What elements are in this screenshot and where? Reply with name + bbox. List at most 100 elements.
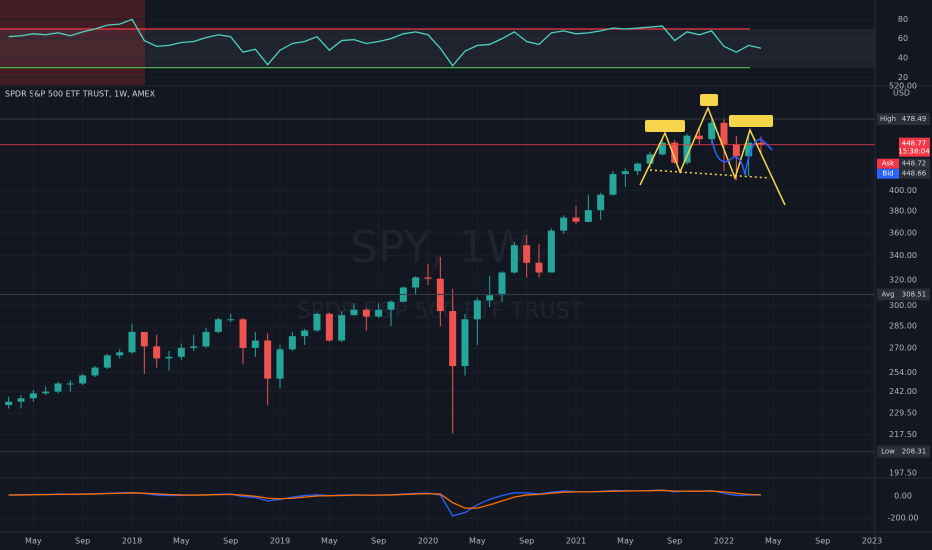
level-value: 478.49 <box>902 115 927 123</box>
candle-body <box>387 301 395 310</box>
candle-body <box>671 142 679 163</box>
candle-body <box>732 144 740 157</box>
quote-name: Ask <box>882 160 895 168</box>
quote-name: Bid <box>882 170 893 178</box>
projection-curve <box>711 138 773 176</box>
indicator-line <box>8 489 762 509</box>
candle-body <box>510 245 518 273</box>
level-badge <box>899 445 930 458</box>
quote-badge <box>877 168 899 179</box>
candle-body <box>264 340 272 379</box>
quote-badge <box>899 168 930 179</box>
candle-body <box>91 367 99 376</box>
x-tick-label: 2018 <box>122 537 142 546</box>
candle-body <box>597 194 605 211</box>
candle-body <box>177 347 185 357</box>
candle-body <box>42 391 50 394</box>
quote-badge <box>899 158 930 169</box>
y-tick-label: 270.00 <box>889 343 917 352</box>
candle-body <box>449 311 457 367</box>
x-tick-label: 2022 <box>714 537 734 546</box>
shoulder-box <box>729 115 773 127</box>
y-tick-label: -200.00 <box>888 514 919 523</box>
candle-body <box>17 398 25 402</box>
candle-body <box>5 401 13 406</box>
pattern-drawing <box>639 94 786 206</box>
indicator-line <box>8 18 762 67</box>
candle-body <box>584 210 592 222</box>
quote-value: 448.66 <box>902 170 927 178</box>
candle-body <box>325 313 333 341</box>
quote-badge <box>877 158 899 169</box>
y-tick-label: 80 <box>898 15 908 24</box>
quote-value: 448.72 <box>902 160 927 168</box>
candle-body <box>609 174 617 195</box>
x-tick-label: May <box>25 537 42 546</box>
last-price: 448.77 <box>902 140 927 148</box>
x-tick-label: 2019 <box>270 537 290 546</box>
chart-title: SPDR S&P 500 ETF TRUST, 1W, AMEX <box>5 90 156 99</box>
candle-body <box>190 346 198 348</box>
candle-body <box>646 154 654 164</box>
candle-body <box>658 142 666 155</box>
candle-body <box>66 383 74 385</box>
candle-body <box>350 309 358 316</box>
y-tick-label: 40 <box>898 53 908 62</box>
candle-body <box>498 272 506 296</box>
candle-body <box>54 383 62 392</box>
level-value: 208.31 <box>902 448 927 456</box>
candle-body <box>461 319 469 367</box>
shoulder-box <box>645 120 685 132</box>
x-tick-label: 2021 <box>566 537 586 546</box>
candle-body <box>473 300 481 320</box>
head-shoulders <box>639 106 786 206</box>
candle-body <box>301 330 309 337</box>
candle-body <box>338 315 346 341</box>
level-name: Avg <box>882 291 895 299</box>
y-tick-label: 197.50 <box>889 468 917 477</box>
candle-body <box>486 295 494 301</box>
y-tick-label: 242.00 <box>889 387 917 396</box>
head-box <box>700 94 718 106</box>
candle-body <box>165 356 173 359</box>
candle-body <box>560 217 568 231</box>
candle-body <box>523 245 531 263</box>
candle-body <box>634 163 642 172</box>
candle-body <box>572 217 580 222</box>
x-tick-label: Sep <box>371 537 386 546</box>
level-name: High <box>880 115 896 123</box>
level-badge <box>877 445 899 458</box>
candle-body <box>362 309 370 317</box>
candle-body <box>128 331 136 353</box>
candle-body <box>153 346 161 359</box>
neckline <box>649 169 771 179</box>
y-tick-label: 60 <box>898 34 908 43</box>
candle-body <box>79 375 87 384</box>
candle-body <box>745 142 753 157</box>
currency: USD <box>893 89 910 98</box>
y-tick-label: 254.00 <box>889 368 917 377</box>
candle-body <box>683 135 691 163</box>
y-tick-label: 380.00 <box>889 207 917 216</box>
level-badge <box>877 113 899 126</box>
candle-body <box>202 331 210 347</box>
candle-body <box>140 331 148 347</box>
candle-body <box>251 340 259 348</box>
overbought-zone <box>0 0 145 85</box>
x-tick-label: May <box>765 537 782 546</box>
y-tick-label: 217.50 <box>889 430 917 439</box>
x-tick-label: Sep <box>519 537 534 546</box>
x-tick-label: May <box>469 537 486 546</box>
candle-body <box>276 349 284 379</box>
level-badge <box>899 288 930 301</box>
level-value: 308.51 <box>902 291 927 299</box>
x-tick-label: May <box>617 537 634 546</box>
candle-body <box>424 277 432 279</box>
candle-body <box>29 393 37 399</box>
level-badge <box>877 288 899 301</box>
candle-body <box>695 135 703 140</box>
x-tick-label: May <box>173 537 190 546</box>
y-tick-label: 285.00 <box>889 322 917 331</box>
x-tick-label: Sep <box>667 537 682 546</box>
